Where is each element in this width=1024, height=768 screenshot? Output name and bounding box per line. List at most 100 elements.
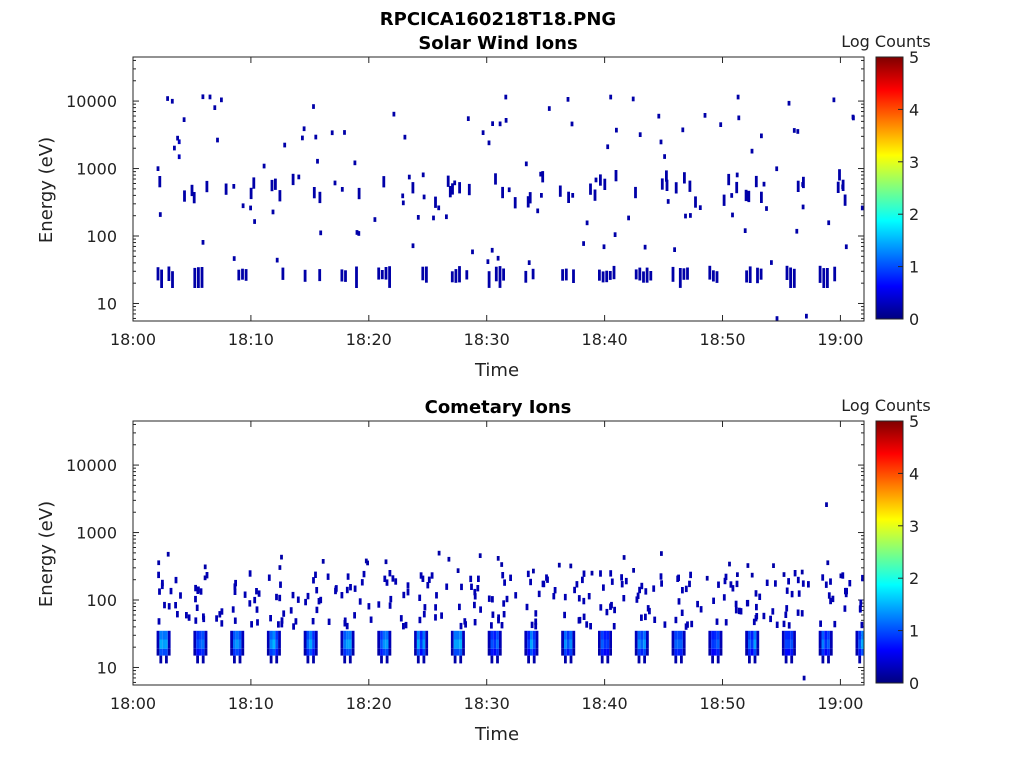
data-cell <box>402 591 406 599</box>
data-cell <box>460 583 463 591</box>
data-cell <box>176 135 179 141</box>
data-cell <box>208 94 212 100</box>
data-cell <box>407 174 411 180</box>
data-cell <box>478 553 482 558</box>
data-cell <box>571 193 575 198</box>
data-cell <box>237 269 241 281</box>
data-cell <box>459 655 463 664</box>
data-cell <box>753 655 757 664</box>
data-cell <box>748 648 751 656</box>
data-cell <box>473 601 476 609</box>
data-cell <box>491 596 494 603</box>
data-cell <box>426 582 430 589</box>
data-cell <box>201 94 205 100</box>
x-tick-label: 18:10 <box>228 330 274 349</box>
data-cell <box>248 600 252 607</box>
data-cell <box>283 142 287 148</box>
data-cell <box>535 639 539 649</box>
data-cell <box>603 178 607 190</box>
data-cell <box>680 655 683 664</box>
data-cell <box>479 606 482 613</box>
data-cell <box>315 587 319 594</box>
data-cell <box>839 573 843 579</box>
data-cell <box>491 611 495 618</box>
data-cell <box>824 639 828 649</box>
data-cell <box>440 612 443 619</box>
data-cell <box>601 271 605 283</box>
data-cell <box>622 555 626 560</box>
data-cell <box>797 590 801 597</box>
data-cell <box>504 118 508 123</box>
data-cell <box>677 598 681 605</box>
data-cell <box>698 205 702 210</box>
data-cell <box>270 179 274 192</box>
data-cell <box>241 648 245 656</box>
data-cell <box>735 181 739 194</box>
data-cell <box>590 570 594 576</box>
data-cell <box>787 639 791 649</box>
data-cell <box>419 630 423 640</box>
data-cell <box>306 592 310 600</box>
data-cell <box>321 559 325 564</box>
data-cell <box>343 648 347 656</box>
data-cell <box>185 612 188 619</box>
data-cell <box>589 623 592 630</box>
data-cell <box>752 618 756 626</box>
data-cell <box>241 630 245 640</box>
data-cell <box>496 639 499 649</box>
data-cell <box>218 611 222 618</box>
data-cell <box>612 623 616 630</box>
data-cell <box>448 186 452 198</box>
data-cell <box>748 655 751 664</box>
data-cell <box>717 581 720 588</box>
data-cell <box>637 639 641 649</box>
data-cell <box>306 655 310 664</box>
data-cell <box>248 570 252 577</box>
data-cell <box>454 269 458 283</box>
data-cell <box>792 128 796 133</box>
data-cell <box>160 269 163 288</box>
data-cell <box>534 618 538 625</box>
data-cell <box>498 266 502 288</box>
data-cell <box>558 185 562 197</box>
data-cell <box>748 630 751 640</box>
data-cell <box>220 620 224 627</box>
data-cell <box>357 231 361 236</box>
data-cell <box>638 267 642 281</box>
data-cell <box>760 191 763 203</box>
data-cell <box>437 205 441 211</box>
data-cell <box>605 270 609 283</box>
x-tick-label: 18:30 <box>464 330 510 349</box>
data-cell <box>800 569 804 575</box>
data-cell <box>380 648 383 656</box>
data-cell <box>711 630 714 640</box>
data-cell <box>238 648 242 656</box>
data-cell <box>745 639 748 649</box>
data-cell <box>388 570 392 577</box>
data-cell <box>609 94 613 100</box>
data-cell <box>677 648 680 656</box>
data-cell <box>183 190 186 202</box>
data-cell <box>569 648 573 656</box>
data-cell <box>781 648 785 656</box>
data-cell <box>643 655 646 664</box>
data-cell <box>646 648 649 656</box>
x-tick-label: 18:00 <box>110 330 156 349</box>
data-cell <box>646 639 649 649</box>
data-cell <box>267 574 271 581</box>
data-cell <box>458 182 461 194</box>
data-cell <box>487 271 491 288</box>
data-cell <box>599 570 602 577</box>
data-cell <box>821 639 825 649</box>
data-cell <box>333 180 337 186</box>
data-cell <box>573 586 576 594</box>
data-cell <box>425 266 428 283</box>
data-cell <box>201 648 205 656</box>
data-cell <box>291 173 295 186</box>
data-cell <box>249 187 253 200</box>
colorbar-label-solar-wind: Log Counts <box>841 32 931 51</box>
data-cell <box>456 648 460 656</box>
data-cell <box>600 655 604 664</box>
data-cell <box>575 581 579 588</box>
data-cell <box>486 259 490 264</box>
